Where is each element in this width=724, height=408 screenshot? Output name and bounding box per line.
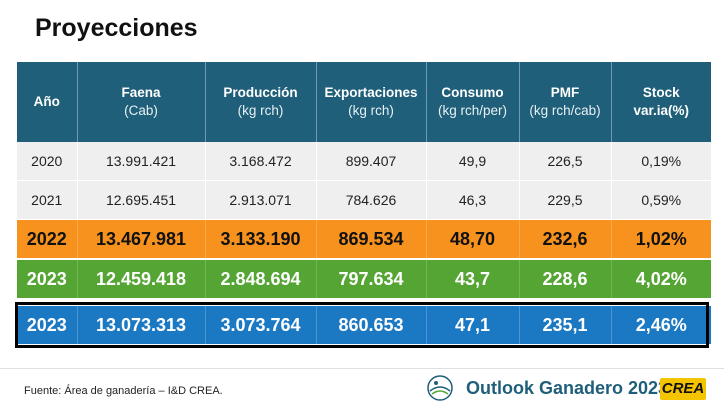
table-cell: 2.848.694 [205, 260, 317, 298]
table-cell: 4,02% [611, 260, 711, 298]
table-cell: 13.467.981 [77, 219, 206, 258]
table-cell: 232,6 [519, 219, 612, 258]
brand-title: Outlook Ganadero 2023 [466, 378, 669, 398]
table-cell: 2.913.071 [205, 180, 317, 220]
table-cell: 2020 [17, 142, 78, 181]
table-cell: 235,1 [519, 306, 612, 344]
table-row-highlight: 2023 12.459.418 2.848.694 797.634 43,7 2… [17, 260, 711, 298]
header-cell: Faena (Cab) [77, 62, 206, 142]
header-cell: PMF (kg rch/cab) [519, 62, 612, 142]
header-cell: Año [17, 62, 78, 142]
table-cell: 3.133.190 [205, 219, 317, 258]
table-cell: 229,5 [519, 180, 612, 220]
table-cell: 3.168.472 [205, 142, 317, 181]
crea-logo: CREA [660, 378, 706, 400]
table-cell: 12.695.451 [77, 180, 206, 220]
table-cell: 869.534 [316, 219, 427, 258]
table-cell: 784.626 [316, 180, 427, 220]
table-cell: 48,70 [426, 219, 520, 258]
table-cell: 0,59% [611, 180, 711, 220]
table-cell: 46,3 [426, 180, 520, 220]
table-cell: 228,6 [519, 260, 612, 298]
table-cell: 3.073.764 [205, 306, 317, 344]
table-cell: 49,9 [426, 142, 520, 181]
header-cell: Producción (kg rch) [205, 62, 317, 142]
table-row-highlight: 2022 13.467.981 3.133.190 869.534 48,70 … [17, 219, 711, 258]
table-header-row: Año Faena (Cab) Producción (kg rch) Export… [17, 62, 711, 142]
table-cell: 2023 [17, 306, 78, 344]
projections-table: Año Faena (Cab) Producción (kg rch) Export… [17, 62, 711, 344]
table-cell: 2021 [17, 180, 78, 220]
table-cell: 13.991.421 [77, 142, 206, 181]
source-note: Fuente: Área de ganadería – I&D CREA. [24, 385, 223, 397]
table-cell: 2,46% [611, 306, 711, 344]
table-cell: 0,19% [611, 142, 711, 181]
table-cell: 860.653 [316, 306, 427, 344]
table-cell: 13.073.313 [77, 306, 206, 344]
table-row: 2021 12.695.451 2.913.071 784.626 46,3 2… [17, 180, 711, 220]
header-cell: Stock var.ia(%) [611, 62, 711, 142]
table-cell: 2022 [17, 219, 78, 258]
footer-divider [0, 368, 724, 369]
table-cell: 43,7 [426, 260, 520, 298]
table-cell: 1,02% [611, 219, 711, 258]
cattle-logo-icon [427, 375, 453, 401]
table-row-highlight: 2023 13.073.313 3.073.764 860.653 47,1 2… [17, 306, 711, 344]
table-cell: 797.634 [316, 260, 427, 298]
table-cell: 226,5 [519, 142, 612, 181]
table-cell: 47,1 [426, 306, 520, 344]
table-cell: 12.459.418 [77, 260, 206, 298]
table-cell: 899.407 [316, 142, 427, 181]
header-cell: Exportaciones (kg rch) [316, 62, 427, 142]
table-cell: 2023 [17, 260, 78, 298]
page-title: Proyecciones [35, 14, 198, 42]
header-cell: Consumo (kg rch/per) [426, 62, 520, 142]
table-row: 2020 13.991.421 3.168.472 899.407 49,9 2… [17, 142, 711, 181]
